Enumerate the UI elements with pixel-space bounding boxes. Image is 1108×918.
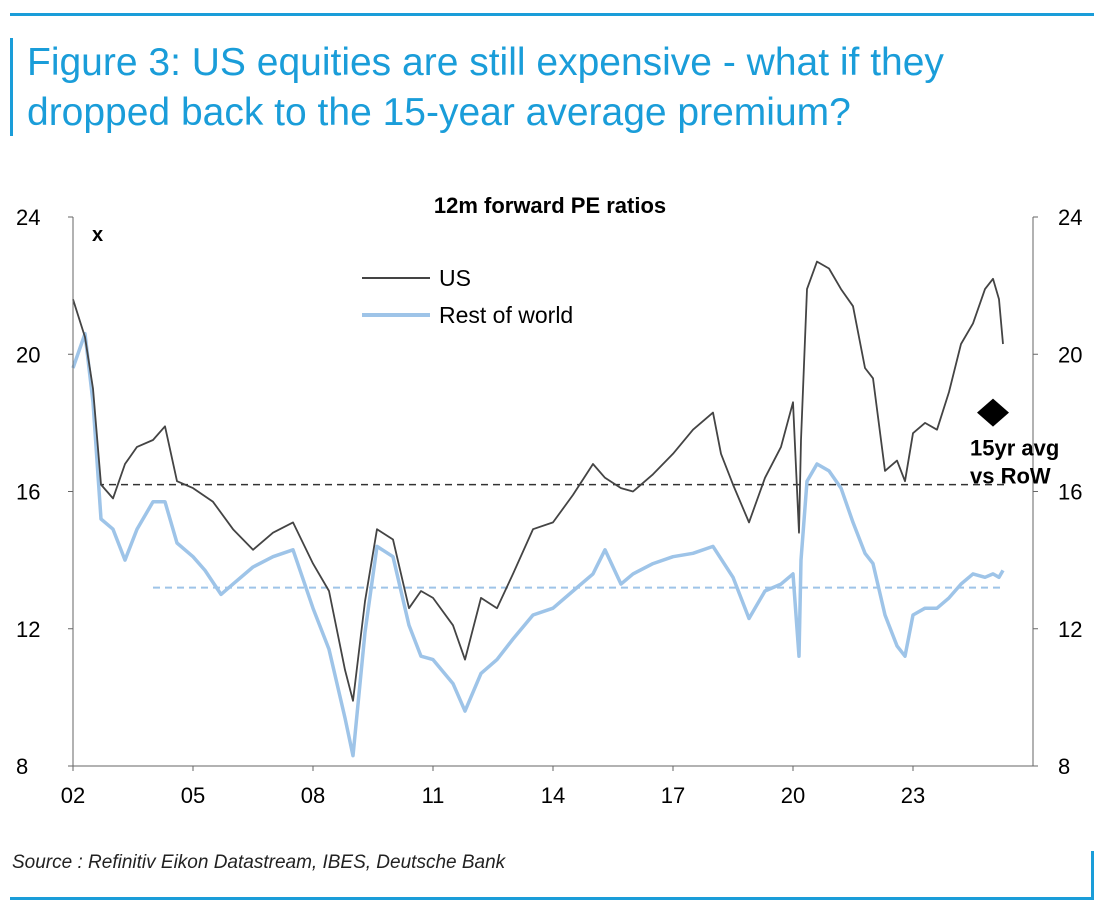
y-tick-label-left: 20 xyxy=(16,342,40,367)
diamond-marker xyxy=(977,398,1009,427)
x-tick-label: 08 xyxy=(301,783,325,808)
y-tick-label-right: 12 xyxy=(1058,617,1082,642)
legend-label: Rest of world xyxy=(439,302,573,328)
series-line-rest-of-world xyxy=(71,331,1005,758)
y-unit-label: x xyxy=(92,224,103,246)
y-tick-label-right: 8 xyxy=(1058,754,1070,779)
source-note: Source : Refinitiv Eikon Datastream, IBE… xyxy=(12,852,506,873)
y-tick-label-left: 12 xyxy=(16,617,40,642)
source-frame xyxy=(10,851,1094,900)
x-tick-label: 14 xyxy=(541,783,565,808)
y-tick-label-left: 8 xyxy=(16,754,28,779)
figure-title: Figure 3: US equities are still expensiv… xyxy=(27,41,944,134)
pe-chart: 8 8 12 12 16 16 20 20 24 24 02 05 08 11 14 17 20 23 12m f… xyxy=(16,193,1082,808)
y-tick-label-right: 16 xyxy=(1058,480,1082,505)
y-tick-label-left: 24 xyxy=(16,205,40,230)
x-tick-label: 20 xyxy=(781,783,805,808)
legend-label: US xyxy=(439,265,471,291)
x-tick-label: 02 xyxy=(61,783,85,808)
annotation-line2: vs RoW xyxy=(970,464,1051,489)
chart-axes xyxy=(72,217,1034,767)
x-tick-label: 11 xyxy=(422,783,445,808)
top-rule xyxy=(10,13,1094,16)
series-line-us xyxy=(72,260,1004,702)
chart-title: 12m forward PE ratios xyxy=(434,193,666,218)
tick-labels: 8 8 12 12 16 16 20 20 24 24 02 05 08 11 14 17 20 23 xyxy=(16,205,1082,808)
x-tick-label: 23 xyxy=(901,783,925,808)
y-tick-label-left: 16 xyxy=(16,480,40,505)
reference-lines xyxy=(97,483,1005,589)
annotation-line1: 15yr avg xyxy=(970,436,1059,461)
series-lines xyxy=(71,260,1005,758)
y-tick-label-right: 24 xyxy=(1058,205,1082,230)
x-tick-label: 05 xyxy=(181,783,205,808)
x-tick-label: 17 xyxy=(661,783,685,808)
title-accent-bar xyxy=(10,38,13,136)
annotation: 15yr avg vs RoW xyxy=(970,398,1059,489)
y-tick-label-right: 20 xyxy=(1058,342,1082,367)
legend: US Rest of world xyxy=(362,265,573,328)
